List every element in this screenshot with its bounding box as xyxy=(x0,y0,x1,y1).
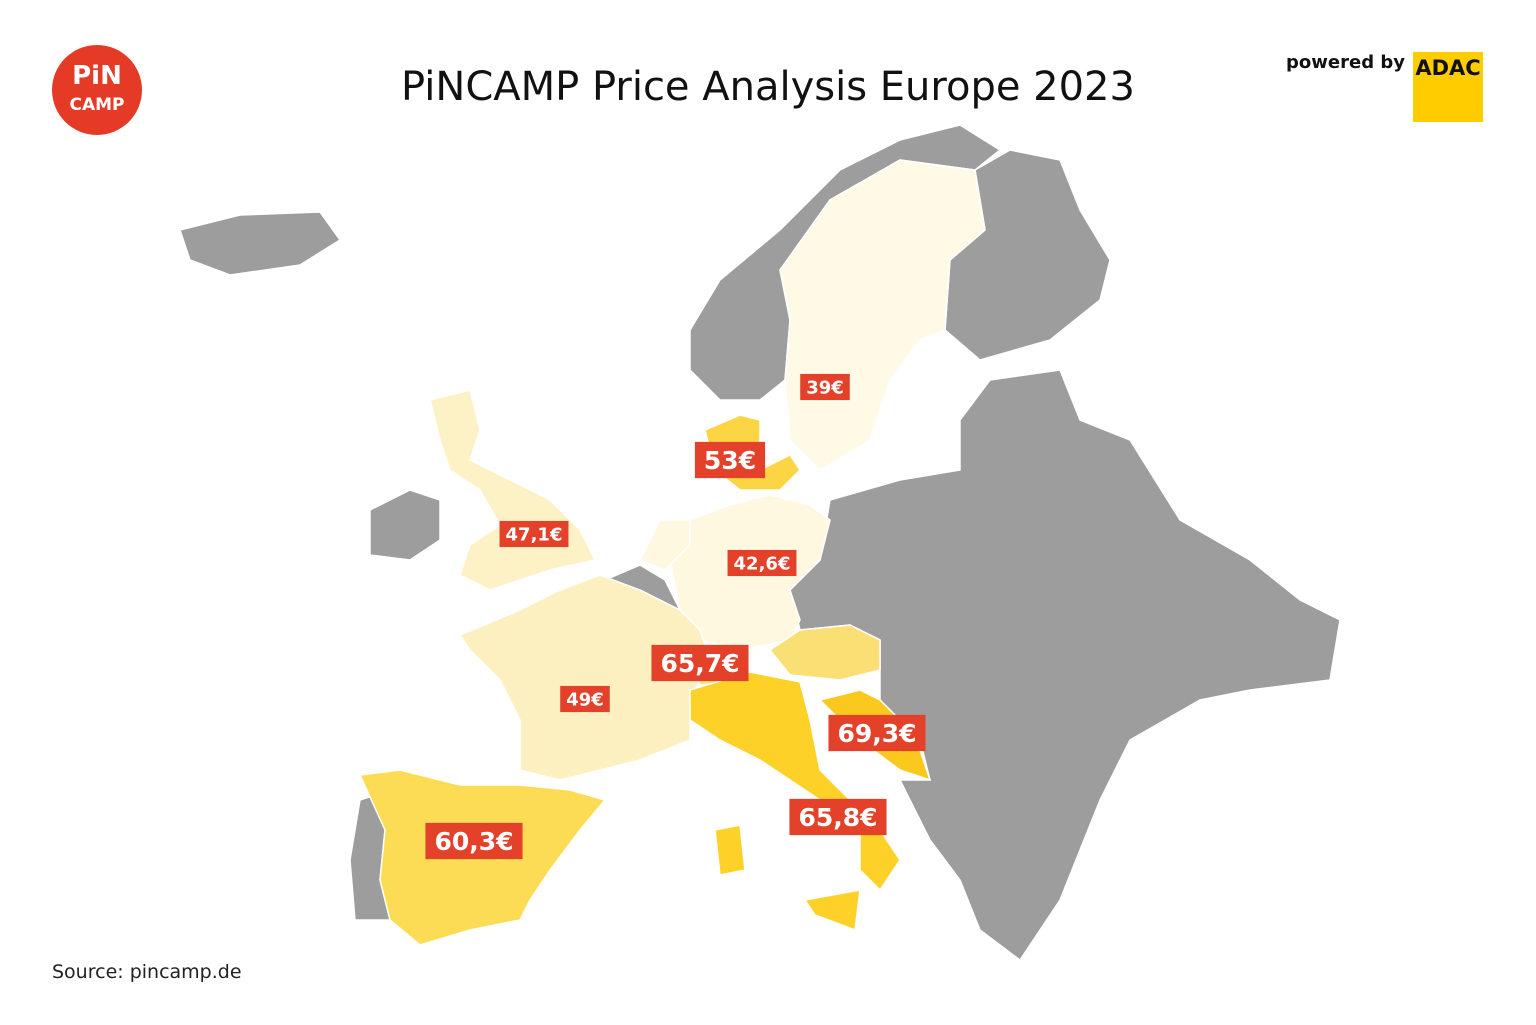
logo-bottom: CAMP xyxy=(69,95,124,115)
logo-top: PiN xyxy=(72,61,122,91)
price-label: 65,7€ xyxy=(660,649,739,678)
price-label: 49€ xyxy=(566,689,604,710)
price-label: 39€ xyxy=(806,377,844,398)
price-label: 47,1€ xyxy=(506,524,563,545)
country xyxy=(689,671,901,892)
title: PiNCAMP Price Analysis Europe 2023 xyxy=(401,64,1135,110)
powered-by: powered by xyxy=(1286,52,1405,73)
price-label-box xyxy=(694,441,766,479)
country xyxy=(803,889,861,932)
brand-logo xyxy=(1413,52,1483,122)
country xyxy=(714,824,746,876)
price-label: 69,3€ xyxy=(837,719,916,748)
price-label: 53€ xyxy=(704,446,756,475)
grey-countries xyxy=(179,124,1341,962)
logo xyxy=(52,45,142,135)
price-labels: 39€ 53€ 47,1€ 42,6€ 65,7€ 49€ 69,3€ 65,8€ 60,3€ xyxy=(425,373,926,860)
country xyxy=(768,624,881,681)
price-label-box xyxy=(828,714,926,752)
price-label: 42,6€ xyxy=(734,553,791,574)
price-label-box xyxy=(425,822,523,860)
source: Source: pincamp.de xyxy=(52,961,242,983)
price-label-box xyxy=(499,520,569,548)
country xyxy=(429,389,597,591)
price-label-box xyxy=(800,373,850,401)
price-label: 65,8€ xyxy=(798,803,877,832)
price-label: 60,3€ xyxy=(434,827,513,856)
ireland xyxy=(369,489,441,561)
price-label-box xyxy=(727,549,797,577)
price-label-box xyxy=(789,798,887,836)
brand: ADAC xyxy=(1415,56,1480,80)
country xyxy=(638,519,691,571)
price-label-box xyxy=(560,685,610,713)
iceland xyxy=(179,211,342,276)
price-label-box xyxy=(651,644,749,682)
